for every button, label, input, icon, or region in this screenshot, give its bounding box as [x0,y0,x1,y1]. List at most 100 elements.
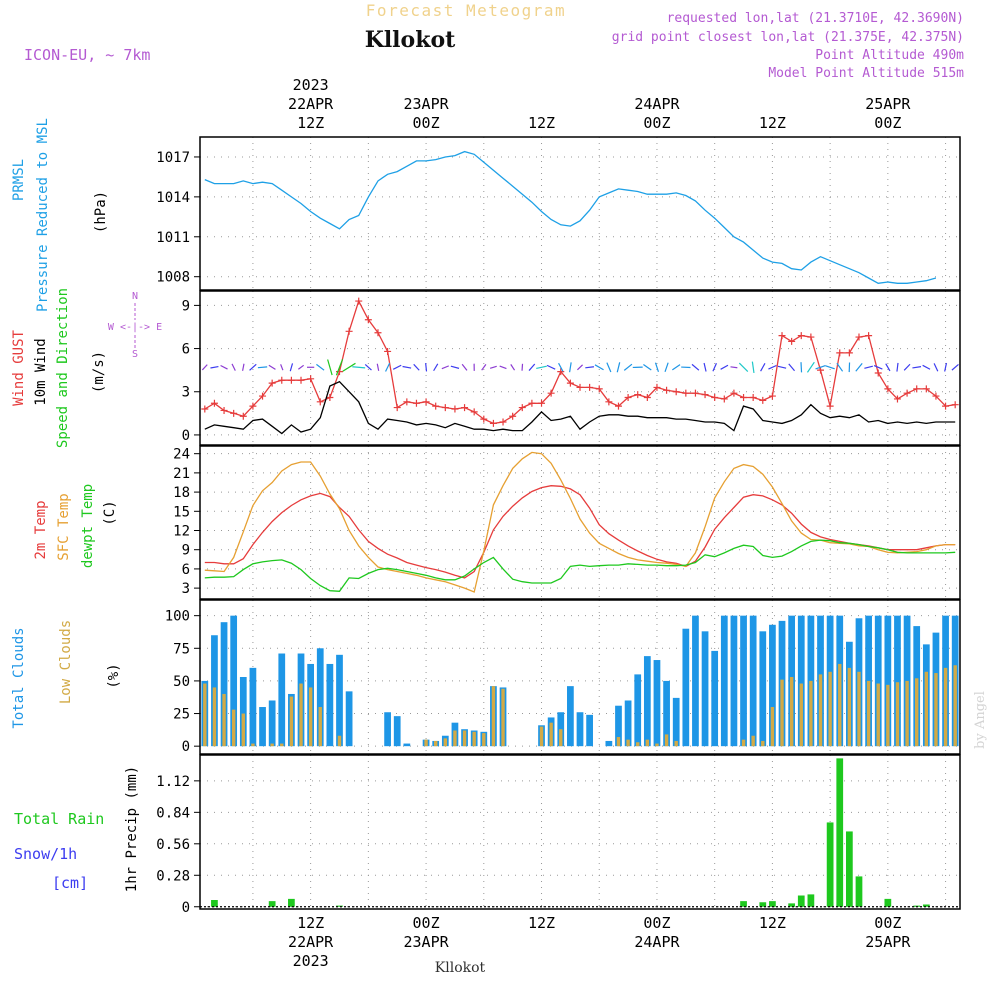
top-time-label: 12Z [759,114,786,132]
bottom-time-label: 12Z [759,914,786,932]
gust-marker [913,385,921,393]
wind-arrow [855,362,863,372]
wind-label-gust: Wind GUST [11,330,27,406]
gust-marker [480,415,488,423]
wind-arrow [558,362,564,372]
wind-arrow [691,363,700,371]
precip-panel: 0 0.28 0.56 0.84 1.12 [156,754,961,916]
gust-marker [249,402,257,410]
wind-arrow [730,366,738,369]
pressure-ytick-label: 1017 [156,150,190,166]
low-cloud-bar [299,683,303,747]
wind-label-direction: Speed and Direction [55,288,71,448]
gust-marker [441,404,449,412]
gust-marker [653,383,661,391]
temperature-line-sfc-temp [204,451,956,593]
total-cloud-bar [230,615,238,747]
gust-marker [778,332,786,340]
precip-bar [268,901,276,907]
temperature-ytick-label: 24 [173,447,190,463]
wind-ytick-label: 0 [182,428,190,444]
total-cloud-bar [259,707,266,747]
total-cloud-bar [624,700,632,747]
temp-label-sfc: SFC Temp [56,493,72,560]
low-cloud-bar [866,680,871,747]
precip-bar [211,900,218,907]
wind-arrow [342,362,356,372]
gust-marker [682,389,690,397]
clouds-label-low: Low Clouds [58,620,74,704]
low-cloud-bar [616,737,621,747]
top-time-label: 2023 [293,76,329,94]
wind-arrow [703,362,707,372]
total-cloud-bar [643,656,651,747]
pressure-ylabel: PRMSL Pressure Reduced to MSL (hPa) [11,118,109,312]
low-cloud-bar [741,739,746,747]
wind-arrow [922,364,931,370]
wind-arrow [316,363,325,371]
gust-marker [364,316,372,324]
gust-marker [384,347,392,355]
wind-arrow [402,365,412,369]
precip-bar [807,894,815,907]
low-cloud-bar [799,683,803,747]
total-cloud-bar [586,714,593,747]
low-cloud-bar [212,687,217,747]
precip-label-rain: Total Rain [14,810,104,828]
gust-marker [691,389,699,397]
low-cloud-bar [924,671,929,747]
total-cloud-bar [316,648,324,747]
gust-marker [201,405,209,413]
wind-arrow [864,365,873,369]
precip-bar [826,822,834,907]
meteogram-title: Forecast Meteogram [366,1,566,20]
precip-ytick-label: 0 [182,900,190,916]
model-label: ICON-EU, ~ 7km [24,46,150,64]
precip-label-cm: [cm] [52,874,88,892]
wind-arrow [433,363,439,372]
wind-arrow [885,363,891,372]
wind-arrow [289,363,294,372]
gust-marker [932,392,940,400]
low-cloud-bar [886,684,890,747]
total-cloud-bar [701,631,709,747]
wind-arrow [268,364,276,370]
bottom-time-label: 00Z [413,914,440,932]
temperature-ytick-label: 21 [173,466,190,482]
wind-arrow [933,363,939,372]
total-cloud-bar [711,650,719,747]
total-cloud-bar [797,615,805,747]
wind-arrow [912,366,922,369]
total-cloud-bar [653,660,661,747]
total-cloud-bar [384,712,391,747]
wind-arrow [800,362,803,373]
total-cloud-bar [769,624,776,747]
low-cloud-bar [559,729,563,747]
precip-ytick-label: 1.12 [156,774,190,790]
wind-line-10m-wind [204,380,956,435]
gust-marker [355,297,363,305]
top-time-label: 00Z [643,114,670,132]
wind-arrow [327,359,333,376]
gust-marker [489,419,497,427]
gust-marker [316,398,324,406]
precip-bar [769,901,776,907]
total-cloud-bar [884,615,892,747]
wind-ytick-label: 9 [182,298,190,314]
precip-label-snow: Snow/1h [14,845,77,863]
clouds-ytick-label: 25 [173,707,190,723]
precip-bar [922,904,930,907]
wind-arrow [836,362,844,372]
total-cloud-bar [403,743,411,747]
low-cloud-bar [847,667,852,747]
bottom-time-label: 25APR [865,933,911,951]
low-cloud-bar [549,722,553,747]
low-cloud-bar [539,726,544,747]
location-title: Kllokot [365,27,456,53]
footer-location: Kllokot [435,960,486,976]
pressure-ytick-label: 1014 [156,190,190,206]
gust-marker [730,389,738,397]
wind-arrow [231,363,236,371]
total-cloud-bar [605,740,613,747]
temperature-ytick-label: 15 [173,504,190,520]
